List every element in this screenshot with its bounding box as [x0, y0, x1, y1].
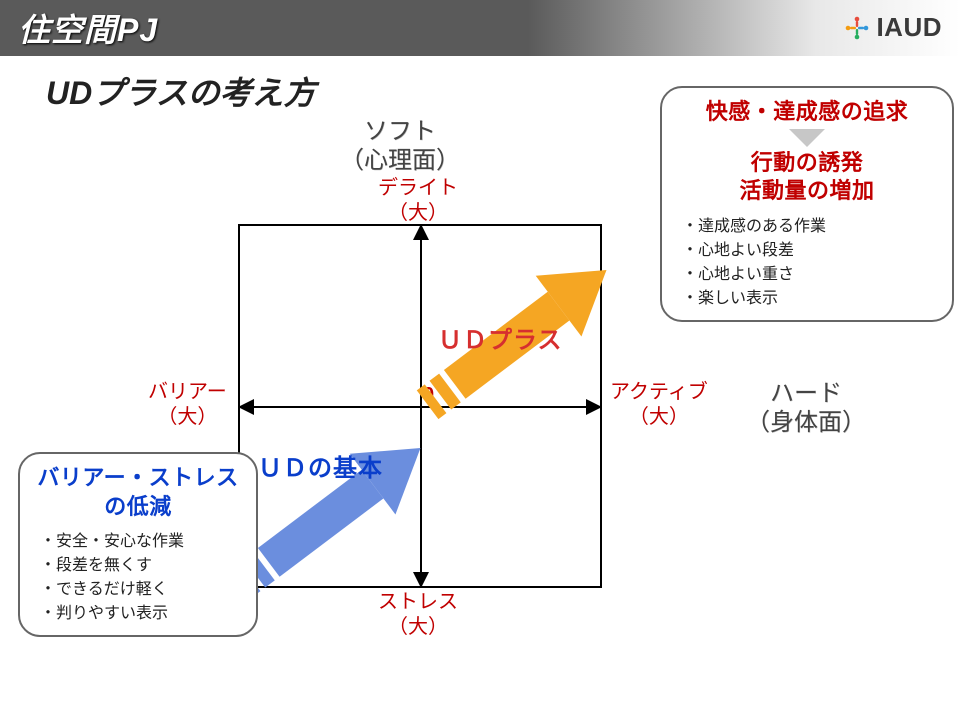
callout-right: 快感・達成感の追求 行動の誘発 活動量の増加 達成感のある作業 心地よい段差 心…: [660, 86, 954, 322]
axis-top-label: デライト （大）: [378, 176, 458, 226]
callout-right-list: 達成感のある作業 心地よい段差 心地よい重さ 楽しい表示: [678, 212, 936, 308]
callout-right-title2: 行動の誘発 活動量の増加: [678, 149, 936, 206]
list-item: できるだけ軽く: [40, 575, 240, 599]
slide-body: UDプラスの考え方 ソフト （心理面） ハード （身体面） デライト （大） ス…: [0, 56, 960, 720]
list-item: 達成感のある作業: [682, 212, 936, 236]
list-item: 安全・安心な作業: [40, 527, 240, 551]
callout-left-title: バリアー・ストレスの低減: [36, 464, 240, 521]
ud-plus-label: ＵＤプラス: [438, 320, 563, 355]
list-item: 心地よい重さ: [682, 260, 936, 284]
logo: IAUD: [842, 12, 942, 43]
logo-text: IAUD: [876, 12, 942, 43]
ud-basic-arrow-icon: [240, 414, 460, 594]
axis-bottom-label: ストレス （大）: [378, 590, 458, 640]
iaud-logo-icon: [842, 13, 872, 43]
list-item: 段差を無くす: [40, 551, 240, 575]
list-item: 判りやすい表示: [40, 599, 240, 623]
header-title: 住空間PJ: [0, 5, 158, 51]
quadrant-chart: 0 ＵＤプラス: [238, 224, 602, 588]
list-item: 心地よい段差: [682, 236, 936, 260]
down-arrow-icon: [789, 129, 825, 147]
slide-title: UDプラスの考え方: [46, 68, 316, 114]
header-bar: 住空間PJ IAUD: [0, 0, 960, 56]
arrowhead-left-icon: [238, 399, 254, 415]
callout-right-title1: 快感・達成感の追求: [678, 98, 936, 127]
hard-label: ハード （身体面）: [746, 380, 866, 438]
list-item: 楽しい表示: [682, 284, 936, 308]
axis-left-label: バリアー （大）: [148, 380, 227, 430]
soft-label: ソフト （心理面）: [340, 118, 460, 176]
callout-left: バリアー・ストレスの低減 安全・安心な作業 段差を無くす できるだけ軽く 判りや…: [18, 452, 258, 637]
callout-left-list: 安全・安心な作業 段差を無くす できるだけ軽く 判りやすい表示: [36, 527, 240, 623]
ud-basic-label: ＵＤの基本: [258, 448, 383, 483]
